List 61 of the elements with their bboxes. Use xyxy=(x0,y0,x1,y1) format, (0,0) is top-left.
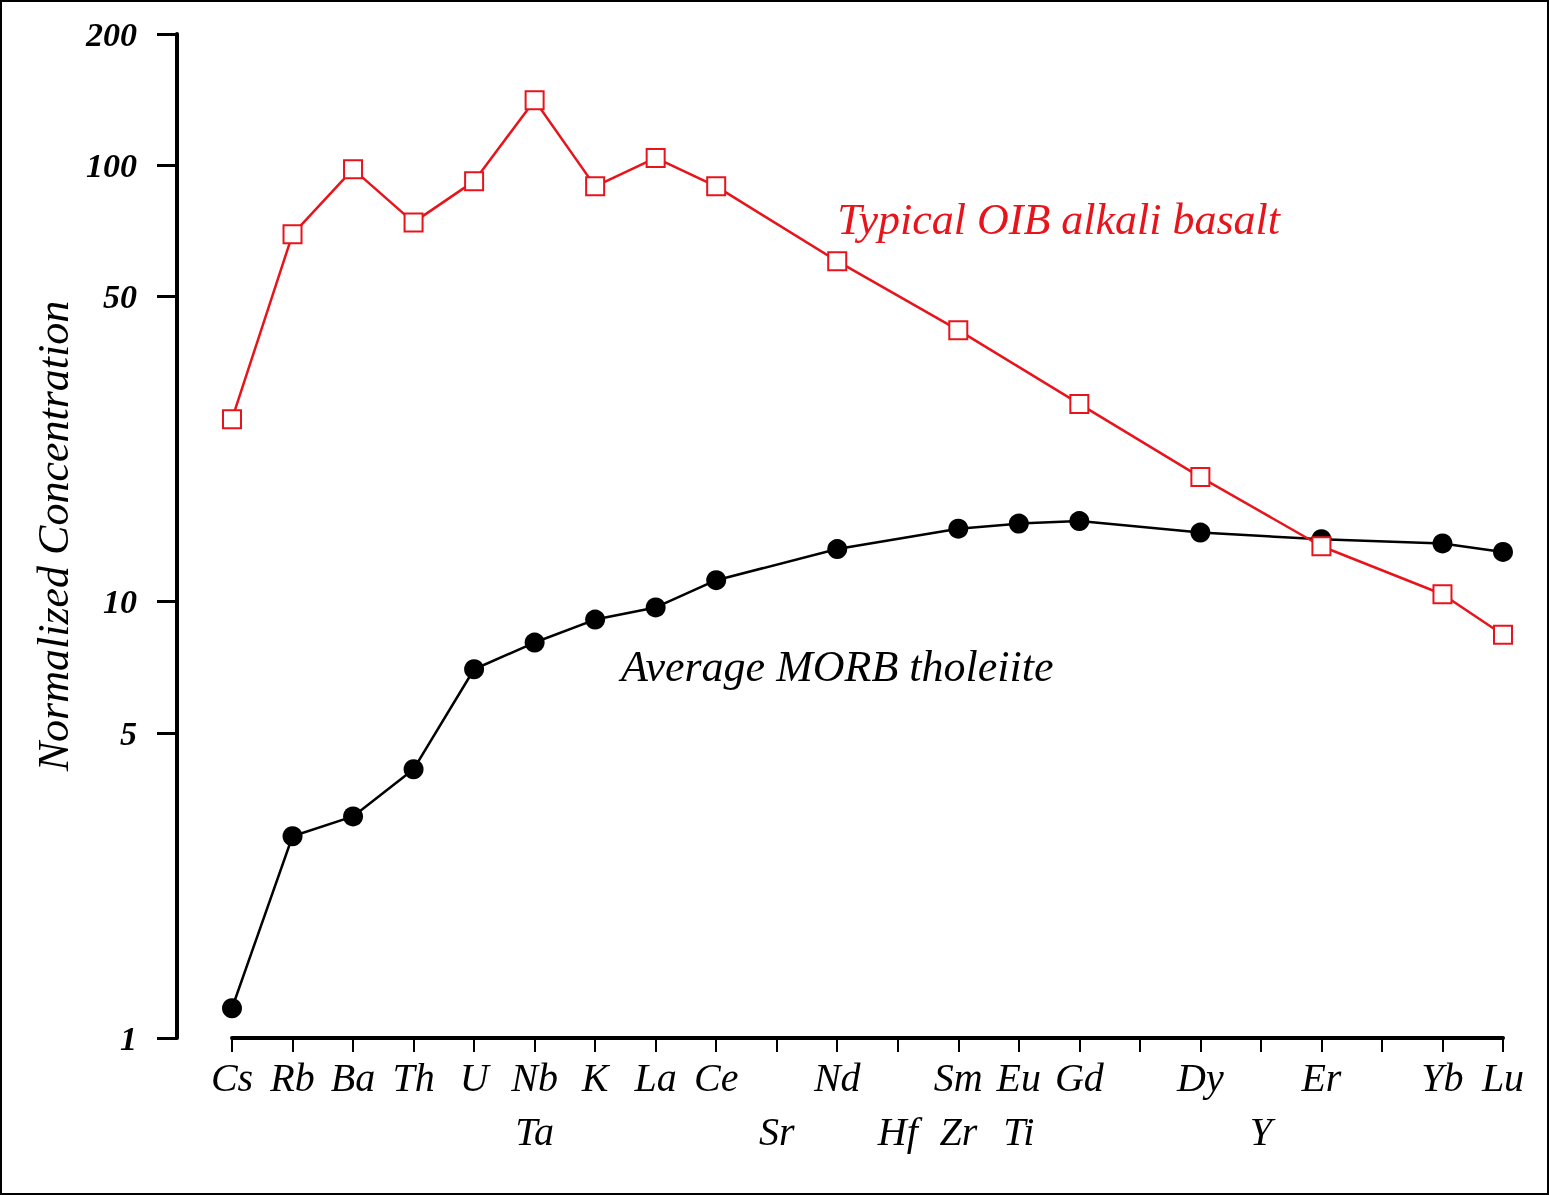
x-tick-label: Ce xyxy=(693,1054,739,1100)
point xyxy=(1493,624,1513,645)
y-tick-label: 50 xyxy=(103,278,137,316)
x-tick-label: Lu xyxy=(1480,1054,1525,1100)
y-tick-label: 10 xyxy=(103,583,137,621)
point xyxy=(645,597,666,618)
point xyxy=(343,806,364,827)
x-tick-label: K xyxy=(580,1054,611,1100)
point xyxy=(827,251,848,272)
y-tick-label: 1 xyxy=(120,1019,137,1057)
x-tick-label: Gd xyxy=(1054,1054,1105,1100)
point xyxy=(403,212,424,233)
point xyxy=(706,176,727,197)
point xyxy=(948,518,969,539)
point xyxy=(585,176,606,197)
x-tick-label: Th xyxy=(392,1054,435,1100)
point xyxy=(1311,536,1332,557)
y-tick-label: 200 xyxy=(85,15,137,53)
x-tick-label: U xyxy=(459,1054,492,1100)
point xyxy=(645,147,666,168)
x-tick-label: Sr xyxy=(758,1108,795,1154)
point xyxy=(464,659,485,680)
point xyxy=(827,539,848,560)
x-tick-label: Ba xyxy=(330,1054,376,1100)
point xyxy=(524,90,545,111)
point xyxy=(282,826,303,847)
x-tick-label: Nd xyxy=(812,1054,862,1100)
x-tick-label: Dy xyxy=(1176,1054,1224,1100)
x-tick-label: Rb xyxy=(269,1054,315,1100)
point xyxy=(222,998,242,1019)
point xyxy=(1190,522,1211,543)
point xyxy=(1069,393,1090,414)
point xyxy=(1493,541,1513,562)
x-tick-label: Hf xyxy=(876,1108,923,1154)
x-tick-label: Er xyxy=(1300,1054,1342,1100)
point xyxy=(948,320,969,341)
y-tick-label: 100 xyxy=(86,146,137,184)
x-tick-label: Eu Ti xyxy=(995,1054,1042,1154)
point xyxy=(1069,511,1090,532)
point xyxy=(1008,513,1029,534)
y-tick-label: 5 xyxy=(120,714,137,752)
x-tick-label: Y xyxy=(1249,1108,1276,1154)
point xyxy=(1432,533,1453,554)
point xyxy=(1432,584,1453,605)
point xyxy=(403,759,424,780)
x-tick-label: Nb Ta xyxy=(510,1054,558,1154)
series-label: Typical OIB alkali basalt xyxy=(837,194,1282,244)
point xyxy=(282,224,303,245)
point xyxy=(524,632,545,653)
point xyxy=(585,609,606,630)
point xyxy=(706,570,727,591)
point xyxy=(464,171,485,192)
x-tick-label: Yb xyxy=(1421,1054,1464,1100)
point xyxy=(343,159,364,180)
x-tick-label: La xyxy=(633,1054,677,1100)
x-tick-label: Cs xyxy=(210,1054,254,1100)
point xyxy=(1190,467,1211,488)
y-axis-title: Normalized Concentration xyxy=(28,300,78,773)
series-label: Average MORB tholeiite xyxy=(617,641,1054,691)
point xyxy=(222,409,242,430)
x-tick-label: Sm Zr xyxy=(933,1054,983,1154)
